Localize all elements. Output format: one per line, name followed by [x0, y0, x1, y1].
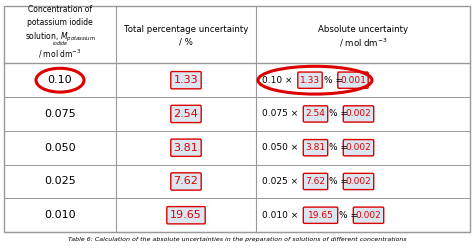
Text: 1.33: 1.33	[173, 75, 198, 85]
FancyBboxPatch shape	[171, 71, 201, 89]
FancyBboxPatch shape	[298, 72, 322, 88]
FancyBboxPatch shape	[343, 140, 374, 156]
FancyBboxPatch shape	[303, 207, 337, 223]
Text: $^{iodide}$: $^{iodide}$	[52, 40, 68, 47]
Text: % =: % =	[339, 211, 358, 220]
Text: / mol dm$^{-3}$: / mol dm$^{-3}$	[38, 47, 82, 60]
FancyBboxPatch shape	[343, 106, 374, 122]
Text: Table 6: Calculation of the absolute uncertainties in the preparation of solutio: Table 6: Calculation of the absolute unc…	[68, 237, 406, 242]
FancyBboxPatch shape	[303, 173, 328, 190]
FancyBboxPatch shape	[303, 106, 328, 122]
Text: % =: % =	[329, 143, 348, 152]
Text: 0.050 ×: 0.050 ×	[262, 143, 298, 152]
Text: % =: % =	[324, 76, 343, 85]
FancyBboxPatch shape	[171, 105, 201, 123]
Text: 0.075 ×: 0.075 ×	[262, 110, 298, 119]
Text: 0.025: 0.025	[44, 177, 76, 187]
FancyBboxPatch shape	[171, 173, 201, 190]
Text: Concentration of
potassium iodide
solution, $M_{potassium}$: Concentration of potassium iodide soluti…	[25, 5, 95, 44]
Text: 0.010 ×: 0.010 ×	[262, 211, 298, 220]
Text: 2.54: 2.54	[173, 109, 199, 119]
FancyBboxPatch shape	[343, 173, 374, 190]
Text: 7.62: 7.62	[306, 177, 326, 186]
Text: 0.002: 0.002	[346, 110, 371, 119]
Text: 0.075: 0.075	[44, 109, 76, 119]
Text: 19.65: 19.65	[308, 211, 333, 220]
FancyBboxPatch shape	[338, 72, 368, 88]
Text: 0.10 ×: 0.10 ×	[262, 76, 292, 85]
Text: 0.010: 0.010	[44, 210, 76, 220]
FancyBboxPatch shape	[167, 207, 205, 224]
Text: 0.050: 0.050	[44, 143, 76, 153]
Text: Absolute uncertainty: Absolute uncertainty	[318, 25, 408, 34]
Text: 0.002: 0.002	[346, 177, 371, 186]
Text: / mol dm$^{-3}$: / mol dm$^{-3}$	[338, 36, 387, 49]
Text: / %: / %	[179, 38, 193, 47]
Text: 1.33: 1.33	[300, 76, 320, 85]
FancyBboxPatch shape	[303, 140, 328, 156]
Text: 0.002: 0.002	[346, 143, 371, 152]
Text: 3.81: 3.81	[305, 143, 326, 152]
Text: 7.62: 7.62	[173, 177, 199, 187]
Text: % =: % =	[329, 177, 348, 186]
FancyBboxPatch shape	[353, 207, 383, 223]
Text: 0.001: 0.001	[340, 76, 366, 85]
Text: % =: % =	[329, 110, 348, 119]
Text: 0.10: 0.10	[48, 75, 73, 85]
Text: 0.025 ×: 0.025 ×	[262, 177, 298, 186]
Text: Total percentage uncertainty: Total percentage uncertainty	[124, 25, 248, 34]
Text: 2.54: 2.54	[306, 110, 326, 119]
Text: 19.65: 19.65	[170, 210, 202, 220]
Text: 0.002: 0.002	[356, 211, 382, 220]
FancyBboxPatch shape	[171, 139, 201, 156]
Text: 3.81: 3.81	[173, 143, 199, 153]
